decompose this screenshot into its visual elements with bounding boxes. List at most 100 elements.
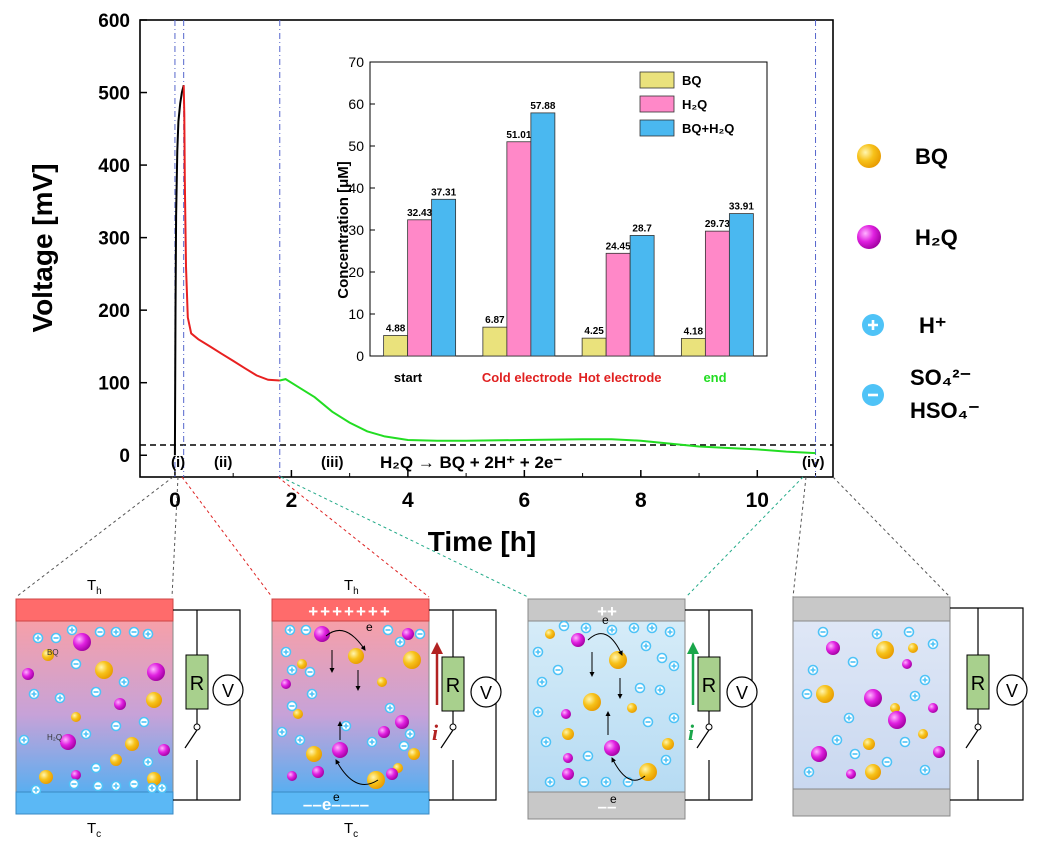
- legend-swatch: [639, 95, 675, 113]
- proton-ion: [110, 780, 122, 792]
- bar-value-label: 51.01: [506, 130, 531, 141]
- y-tick-label: 600: [98, 11, 130, 32]
- inset-category-label: Hot electrode: [578, 370, 661, 385]
- proton-ion: [394, 636, 406, 648]
- anion-ion: [558, 620, 570, 632]
- cell3-electron-bottom: e: [610, 792, 617, 806]
- bq-molecule: [39, 770, 53, 784]
- anion-ion: [414, 628, 426, 640]
- cell3-resistor: [697, 656, 721, 712]
- inset-y-tick-label: 20: [348, 264, 364, 280]
- reaction-equation: H₂Q → BQ + 2H⁺ + 2e⁻: [380, 453, 562, 472]
- cell2-electron-bottom: e: [333, 790, 340, 804]
- cell3-voltmeter-label: V: [736, 683, 748, 703]
- legend-label: BQ: [682, 73, 702, 88]
- proton-ion: [30, 784, 42, 796]
- phase-label-iv: (iv): [802, 454, 825, 471]
- cell-stage-3: ++ –– e e i R V: [527, 598, 758, 820]
- bq-molecule: [816, 685, 834, 703]
- proton-ion: [18, 734, 30, 746]
- cell3-current-label: i: [688, 720, 695, 745]
- cell1-voltmeter-label: V: [222, 681, 234, 701]
- proton-ion: [532, 706, 544, 718]
- bar-value-label: 4.18: [684, 326, 704, 337]
- bar-value-label: 57.88: [530, 101, 555, 112]
- inset-y-tick-label: 30: [348, 222, 364, 238]
- h2q-molecule: [314, 626, 330, 642]
- proton-ion: [284, 624, 296, 636]
- cell3-circuit: [685, 609, 753, 801]
- legend-sulfate-label: SO₄²⁻: [910, 365, 971, 390]
- proton-ion: [54, 692, 66, 704]
- proton-ion: [628, 622, 640, 634]
- h2q-molecule: [395, 715, 409, 729]
- y-tick-label: 100: [98, 374, 130, 395]
- proton-ion: [536, 676, 548, 688]
- proton-ion: [66, 624, 78, 636]
- h2q-tag: H₂Q: [47, 733, 62, 742]
- h2q-molecule: [114, 698, 126, 710]
- proton-ion: [640, 640, 652, 652]
- anion-ion: [847, 656, 859, 668]
- h2q-molecule: [902, 659, 912, 669]
- anion-ion: [90, 686, 102, 698]
- h2q-molecule: [864, 689, 882, 707]
- cell4-voltmeter: [996, 674, 1028, 706]
- concentration-bar-chart: 0 10 20 30 40 50 60 70 4.88 32.43 37.31 6.87 51.01 5…: [335, 54, 768, 385]
- bq-molecule: [562, 728, 574, 740]
- bar-value-label: 32.43: [407, 208, 432, 219]
- anion-ion: [903, 626, 915, 638]
- bq-molecule: [403, 651, 421, 669]
- cell1-voltmeter: [212, 674, 244, 706]
- bq-molecule: [609, 651, 627, 669]
- inset-y-tick-label: 0: [356, 348, 364, 364]
- proton-ion: [340, 720, 352, 732]
- bq-molecule: [348, 648, 364, 664]
- proton-ion: [276, 726, 288, 738]
- anion-ion: [656, 652, 668, 664]
- x-tick-label: 8: [635, 489, 647, 512]
- bq-molecule: [147, 772, 161, 786]
- cell2-cold-electrode: [271, 791, 430, 815]
- y-tick-label: 500: [98, 84, 130, 105]
- cell-stage-4: R V: [792, 596, 1028, 817]
- bq-molecule: [908, 643, 918, 653]
- cell4-particles: [801, 626, 945, 780]
- bq-molecule: [639, 763, 657, 781]
- x-tick-label: 10: [746, 489, 769, 512]
- legend-swatch: [639, 71, 675, 89]
- h2q-molecule: [402, 628, 414, 640]
- proton-ion: [668, 660, 680, 672]
- h2q-molecule: [928, 703, 938, 713]
- cell1-resistor: [185, 654, 209, 710]
- cell3-electrolyte: [527, 619, 686, 793]
- bq-molecule: [876, 641, 894, 659]
- anion-ion: [138, 716, 150, 728]
- bq-molecule: [583, 693, 601, 711]
- bq-molecule: [42, 649, 54, 661]
- h2q-molecule: [312, 766, 324, 778]
- legend-h2q-label: H₂Q: [915, 225, 958, 250]
- h2q-molecule: [60, 734, 76, 750]
- inset-y-tick-label: 50: [348, 138, 364, 154]
- h2q-molecule: [147, 663, 165, 681]
- cell1-circuit: [173, 609, 241, 801]
- bar-BQ-2: [581, 337, 607, 357]
- bq-molecule: [627, 703, 637, 713]
- cell3-switch-node: [705, 723, 713, 731]
- anion-ion: [382, 624, 394, 636]
- cell2-electron-paths: [325, 629, 379, 785]
- anion-ion: [68, 778, 80, 790]
- bar-BQ+H₂Q-0: [431, 198, 457, 357]
- proton-ion: [404, 728, 416, 740]
- cell3-bottom-electrode: [527, 791, 686, 820]
- h2q-molecule: [826, 641, 840, 655]
- cell1-cold-electrode: [15, 791, 174, 815]
- bar-value-label: 29.73: [705, 219, 730, 230]
- inset-bars: 4.88 32.43 37.31 6.87 51.01 57.88 4.25 24.4528.…: [383, 101, 754, 357]
- anion-ion: [286, 700, 298, 712]
- h2q-molecule: [386, 768, 398, 780]
- anion-ion: [110, 720, 122, 732]
- voltage-series: [173, 85, 816, 456]
